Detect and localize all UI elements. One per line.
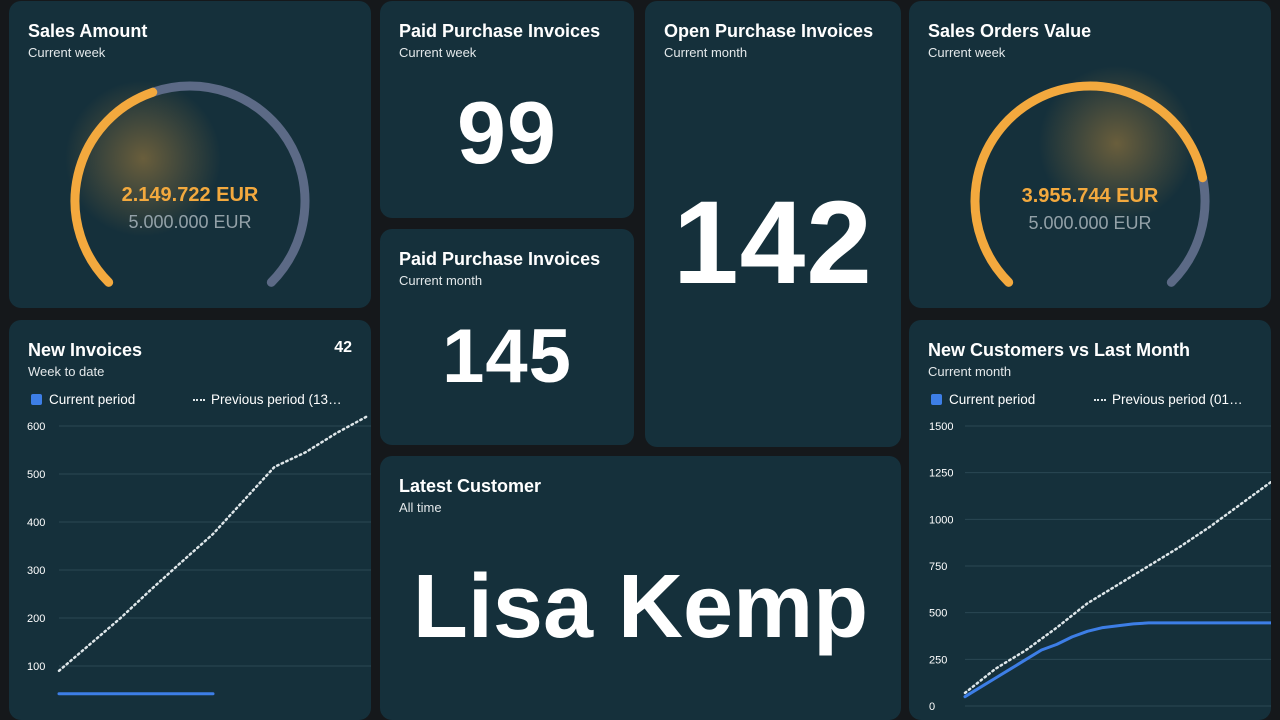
latest-customer-value: Lisa Kemp (412, 557, 869, 657)
open-invoices-card[interactable]: Open Purchase Invoices Current month 142 (645, 1, 901, 447)
gauge-fill (70, 87, 158, 287)
previous-period-swatch (193, 398, 205, 401)
current-period-swatch (931, 394, 942, 405)
new-customers-chart: 1500 1250 1000 750 500 250 0 (929, 421, 1271, 713)
new-invoices-count: 42 (334, 339, 352, 356)
new-invoices-chart: 600 500 400 300 200 100 (27, 415, 371, 696)
y-tick-label: 100 (27, 661, 45, 673)
sales-amount-target: 5.000.000 EUR (128, 212, 252, 232)
sales-orders-target: 5.000.000 EUR (1028, 213, 1152, 233)
sales-amount-value: 2.149.722 EUR (121, 184, 259, 206)
legend-previous-label: Previous period (01… (1112, 392, 1243, 407)
gauge-fill (970, 81, 1208, 287)
paid-invoices-week-card[interactable]: Paid Purchase Invoices Current week 99 (380, 1, 634, 218)
new-customers-legend-previous[interactable]: Previous period (01… (1094, 392, 1243, 407)
legend-previous-label: Previous period (13… (211, 392, 342, 407)
y-tick-label: 300 (27, 565, 45, 577)
paid-invoices-week-subtitle: Current week (399, 45, 477, 60)
y-tick-label: 400 (27, 517, 45, 529)
y-tick-label: 500 (27, 469, 45, 481)
current-period-line (963, 621, 1271, 699)
y-tick-label: 1250 (929, 468, 953, 480)
paid-invoices-month-subtitle: Current month (399, 273, 483, 288)
previous-period-line (57, 415, 369, 673)
new-invoices-subtitle: Week to date (28, 364, 105, 379)
sales-amount-card[interactable]: Sales Amount Current week 2.149.722 EUR … (9, 1, 371, 308)
paid-invoices-month-value: 145 (442, 314, 572, 399)
paid-invoices-month-card[interactable]: Paid Purchase Invoices Current month 145 (380, 229, 634, 445)
new-invoices-card[interactable]: New Invoices Week to date 42 Current per… (9, 320, 371, 720)
paid-invoices-week-title: Paid Purchase Invoices (399, 21, 601, 41)
sales-amount-subtitle: Current week (28, 45, 106, 60)
y-tick-label: 0 (929, 701, 935, 713)
new-customers-legend-current[interactable]: Current period (931, 392, 1035, 407)
gauge-track (1166, 173, 1210, 287)
open-invoices-title: Open Purchase Invoices (664, 21, 874, 41)
new-customers-card[interactable]: New Customers vs Last Month Current mont… (909, 320, 1271, 720)
new-invoices-legend-current[interactable]: Current period (31, 392, 135, 407)
y-tick-label: 250 (929, 654, 947, 666)
y-tick-label: 200 (27, 613, 45, 625)
previous-period-swatch (1094, 398, 1106, 401)
sales-orders-gauge (970, 65, 1210, 287)
latest-customer-subtitle: All time (399, 500, 442, 515)
y-tick-label: 1000 (929, 514, 953, 526)
y-tick-label: 1500 (929, 421, 953, 433)
latest-customer-title: Latest Customer (399, 476, 542, 496)
paid-invoices-week-value: 99 (457, 83, 557, 182)
sales-orders-value: 3.955.744 EUR (1021, 185, 1159, 207)
open-invoices-subtitle: Current month (664, 45, 748, 60)
gauge-track (148, 81, 310, 287)
legend-current-label: Current period (49, 392, 136, 407)
paid-invoices-month-title: Paid Purchase Invoices (399, 249, 601, 269)
previous-period-line (963, 480, 1271, 695)
legend-current-label: Current period (949, 392, 1036, 407)
new-invoices-legend-previous[interactable]: Previous period (13… (193, 392, 342, 407)
open-invoices-value: 142 (673, 177, 873, 309)
y-tick-label: 600 (27, 421, 45, 433)
sales-orders-subtitle: Current week (928, 45, 1006, 60)
new-customers-title: New Customers vs Last Month (928, 340, 1191, 360)
y-tick-label: 750 (929, 561, 947, 573)
sales-orders-title: Sales Orders Value (928, 21, 1092, 41)
latest-customer-card[interactable]: Latest Customer All time Lisa Kemp (380, 456, 901, 720)
sales-amount-gauge (65, 80, 310, 287)
new-invoices-title: New Invoices (28, 340, 143, 360)
sales-amount-title: Sales Amount (28, 21, 148, 41)
current-period-swatch (31, 394, 42, 405)
new-customers-subtitle: Current month (928, 364, 1012, 379)
y-tick-label: 500 (929, 608, 947, 620)
sales-orders-card[interactable]: Sales Orders Value Current week 3.955.74… (909, 1, 1271, 308)
